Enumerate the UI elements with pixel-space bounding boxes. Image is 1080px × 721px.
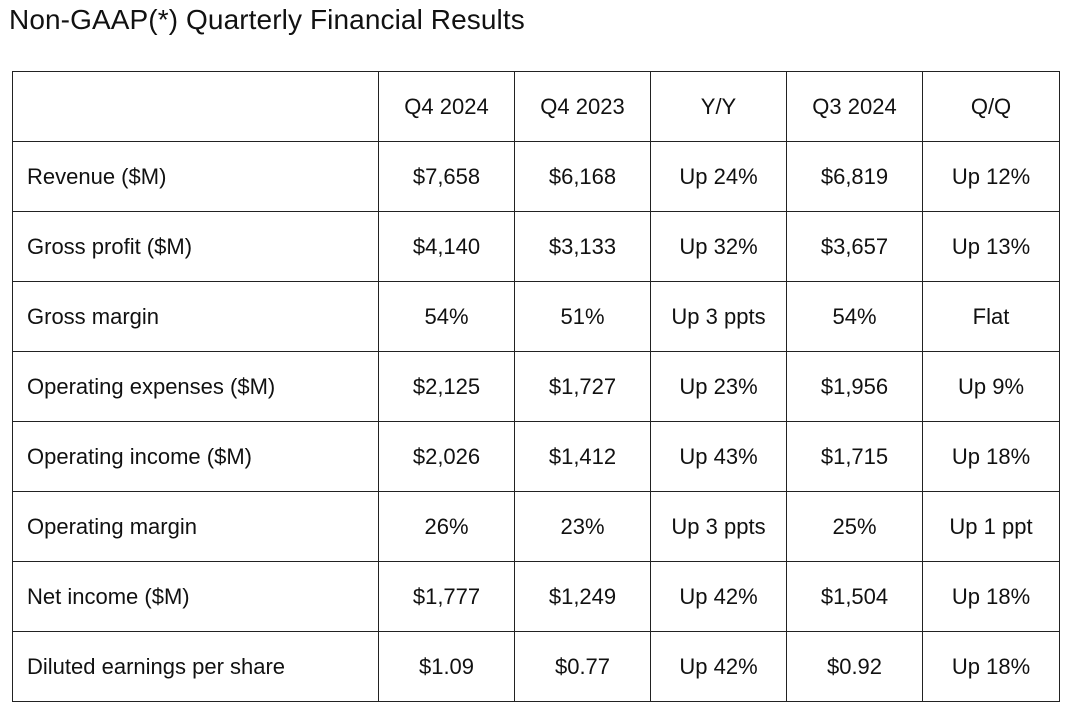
table-cell: Up 43% — [650, 421, 787, 492]
table-row: Revenue ($M) $7,658 $6,168 Up 24% $6,819… — [12, 141, 1060, 212]
table-cell: $0.77 — [514, 631, 651, 702]
table-cell: $1,777 — [378, 561, 515, 632]
table-cell: $3,133 — [514, 211, 651, 282]
table-row: Gross profit ($M) $4,140 $3,133 Up 32% $… — [12, 211, 1060, 282]
table-cell: 54% — [786, 281, 923, 352]
header-cell-q4-2023: Q4 2023 — [514, 71, 651, 142]
table-cell: $6,168 — [514, 141, 651, 212]
table-cell: $1,727 — [514, 351, 651, 422]
table-cell: $3,657 — [786, 211, 923, 282]
table-cell: Up 42% — [650, 631, 787, 702]
table-cell: Up 1 ppt — [922, 491, 1060, 562]
table-cell: $1,249 — [514, 561, 651, 632]
row-label: Operating margin — [12, 491, 379, 562]
table-cell: Flat — [922, 281, 1060, 352]
table-cell: Up 13% — [922, 211, 1060, 282]
header-cell-empty — [12, 71, 379, 142]
header-cell-q4-2024: Q4 2024 — [378, 71, 515, 142]
table-cell: $0.92 — [786, 631, 923, 702]
header-cell-qoq: Q/Q — [922, 71, 1060, 142]
row-label: Operating expenses ($M) — [12, 351, 379, 422]
table-header-row: Q4 2024 Q4 2023 Y/Y Q3 2024 Q/Q — [12, 71, 1060, 142]
table-cell: 25% — [786, 491, 923, 562]
table-cell: Up 42% — [650, 561, 787, 632]
table-cell: $1.09 — [378, 631, 515, 702]
row-label: Gross margin — [12, 281, 379, 352]
page-title: Non-GAAP(*) Quarterly Financial Results — [9, 4, 525, 35]
table-row: Operating margin 26% 23% Up 3 ppts 25% U… — [12, 491, 1060, 562]
table-row: Operating income ($M) $2,026 $1,412 Up 4… — [12, 421, 1060, 492]
table-cell: $7,658 — [378, 141, 515, 212]
table-cell: 26% — [378, 491, 515, 562]
table-cell: 51% — [514, 281, 651, 352]
table-row: Diluted earnings per share $1.09 $0.77 U… — [12, 631, 1060, 702]
financial-results-table: Q4 2024 Q4 2023 Y/Y Q3 2024 Q/Q Revenue … — [12, 71, 1060, 702]
table-cell: $2,026 — [378, 421, 515, 492]
table-cell: Up 18% — [922, 561, 1060, 632]
table-cell: Up 9% — [922, 351, 1060, 422]
table-cell: Up 23% — [650, 351, 787, 422]
row-label: Operating income ($M) — [12, 421, 379, 492]
table-cell: $1,412 — [514, 421, 651, 492]
table-cell: $1,715 — [786, 421, 923, 492]
table-cell: $4,140 — [378, 211, 515, 282]
table-cell: $1,504 — [786, 561, 923, 632]
table-cell: 23% — [514, 491, 651, 562]
row-label: Revenue ($M) — [12, 141, 379, 212]
table-row: Operating expenses ($M) $2,125 $1,727 Up… — [12, 351, 1060, 422]
row-label: Gross profit ($M) — [12, 211, 379, 282]
header-cell-q3-2024: Q3 2024 — [786, 71, 923, 142]
header-cell-yoy: Y/Y — [650, 71, 787, 142]
table-cell: $6,819 — [786, 141, 923, 212]
table-cell: 54% — [378, 281, 515, 352]
table-row: Gross margin 54% 51% Up 3 ppts 54% Flat — [12, 281, 1060, 352]
table-cell: Up 12% — [922, 141, 1060, 212]
table-row: Net income ($M) $1,777 $1,249 Up 42% $1,… — [12, 561, 1060, 632]
table-cell: Up 18% — [922, 631, 1060, 702]
row-label: Diluted earnings per share — [12, 631, 379, 702]
table-cell: $2,125 — [378, 351, 515, 422]
table-cell: Up 3 ppts — [650, 281, 787, 352]
table-cell: Up 24% — [650, 141, 787, 212]
table-cell: Up 32% — [650, 211, 787, 282]
table-cell: Up 18% — [922, 421, 1060, 492]
table-cell: $1,956 — [786, 351, 923, 422]
table-cell: Up 3 ppts — [650, 491, 787, 562]
row-label: Net income ($M) — [12, 561, 379, 632]
